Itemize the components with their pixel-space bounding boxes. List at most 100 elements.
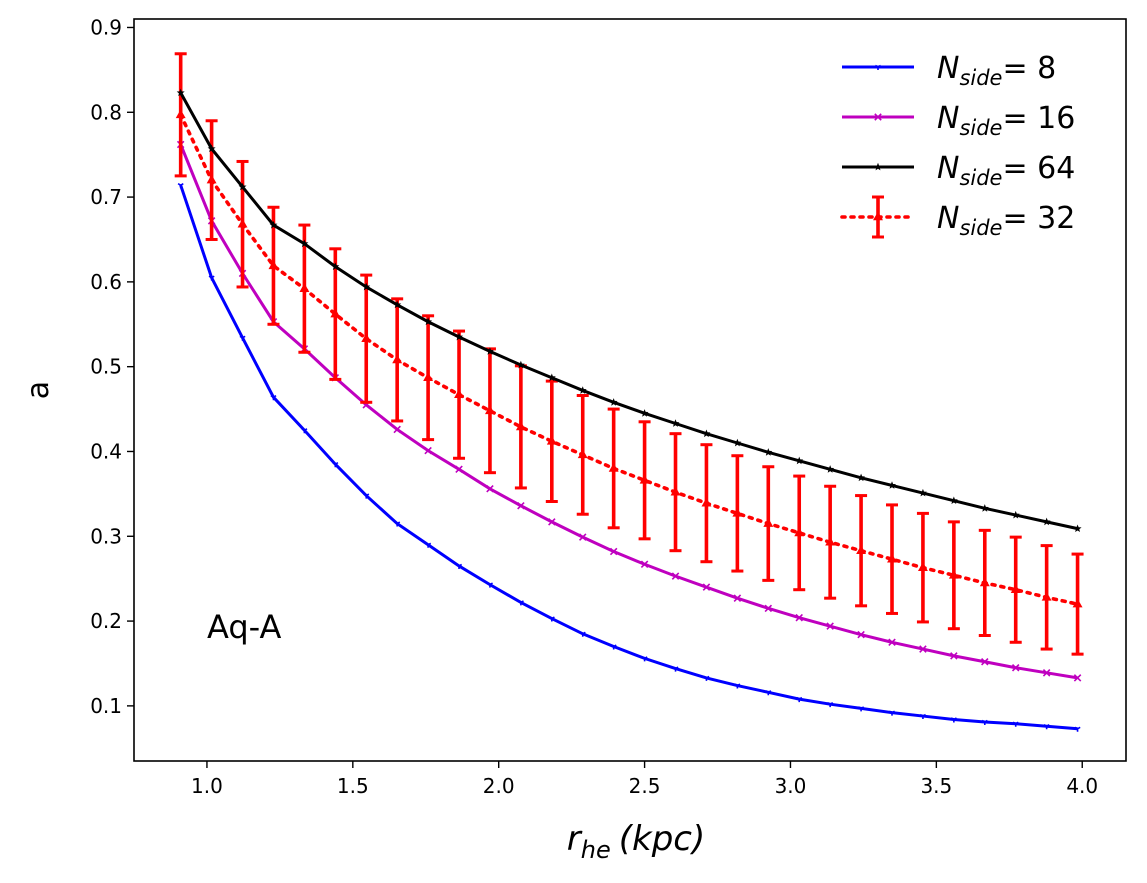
data-point bbox=[1042, 669, 1051, 677]
data-point bbox=[826, 465, 835, 473]
data-point bbox=[424, 446, 432, 455]
series-line bbox=[178, 113, 1080, 606]
data-point bbox=[979, 577, 990, 587]
data-point bbox=[825, 536, 836, 546]
data-point bbox=[1011, 663, 1020, 672]
data-point bbox=[981, 658, 989, 666]
legend-marker bbox=[873, 211, 883, 221]
data-point bbox=[300, 239, 309, 248]
data-point bbox=[485, 405, 495, 415]
x-axis-label-unit: (kpc) bbox=[619, 819, 706, 859]
data-point bbox=[950, 717, 957, 723]
data-point bbox=[331, 262, 340, 271]
data-point bbox=[733, 594, 742, 602]
data-point bbox=[1073, 524, 1082, 533]
data-point bbox=[1073, 674, 1082, 682]
data-point bbox=[702, 583, 711, 591]
y-axis-label: a bbox=[21, 381, 56, 399]
legend-label: Nside= 8 bbox=[937, 51, 1056, 90]
annotation-aq-a: Aq-A bbox=[207, 608, 281, 646]
data-point bbox=[608, 462, 619, 472]
data-point bbox=[672, 666, 679, 672]
data-point bbox=[610, 644, 617, 650]
y-tick-label: 0.3 bbox=[90, 524, 122, 548]
data-point bbox=[980, 504, 989, 512]
data-point bbox=[547, 373, 556, 382]
data-point bbox=[764, 448, 773, 456]
data-point bbox=[732, 507, 743, 517]
data-point bbox=[640, 409, 649, 417]
data-point bbox=[206, 174, 217, 184]
data-point bbox=[671, 572, 680, 580]
data-point bbox=[981, 719, 988, 725]
data-point bbox=[177, 183, 184, 189]
data-point bbox=[548, 616, 555, 622]
data-point bbox=[764, 604, 773, 613]
legend-label: Nside= 64 bbox=[937, 151, 1075, 190]
data-point bbox=[332, 462, 339, 468]
data-point bbox=[1042, 517, 1051, 526]
x-axis-ticks: 1.0 1.5 2.0 2.5 3.0 3.5 4.0 bbox=[191, 761, 1098, 798]
data-point bbox=[330, 308, 341, 318]
data-point bbox=[1074, 726, 1081, 732]
data-point bbox=[763, 518, 774, 527]
data-point bbox=[456, 563, 463, 569]
data-point bbox=[392, 354, 403, 364]
y-tick-label: 0.9 bbox=[90, 15, 122, 39]
legend-marker bbox=[874, 162, 882, 171]
data-point bbox=[795, 613, 803, 622]
data-point bbox=[1072, 598, 1083, 608]
x-axis-label-subscript: he bbox=[581, 836, 611, 864]
data-point bbox=[827, 701, 834, 708]
legend-label: Nside= 32 bbox=[937, 201, 1075, 240]
data-point bbox=[888, 638, 896, 647]
data-point bbox=[701, 497, 712, 507]
x-tick-label: 1.5 bbox=[337, 774, 369, 798]
y-tick-label: 0.4 bbox=[90, 439, 122, 463]
y-axis-ticks: 0.1 0.2 0.3 0.4 0.5 0.6 0.7 0.8 0.9 bbox=[90, 15, 134, 718]
data-point bbox=[207, 144, 216, 153]
data-point bbox=[1011, 510, 1020, 519]
data-point bbox=[455, 332, 464, 341]
data-point bbox=[423, 372, 434, 382]
data-point bbox=[918, 488, 927, 497]
data-point bbox=[577, 449, 588, 459]
x-axis-label: rhe (kpc) bbox=[567, 819, 705, 864]
data-point bbox=[888, 481, 896, 489]
data-point bbox=[485, 347, 494, 355]
data-point bbox=[546, 435, 557, 445]
series-nside-64 bbox=[176, 88, 1082, 533]
data-point bbox=[796, 696, 803, 703]
data-point bbox=[361, 333, 372, 342]
data-point bbox=[301, 428, 308, 434]
data-point bbox=[919, 713, 926, 720]
data-point bbox=[517, 600, 524, 606]
data-point bbox=[857, 473, 866, 482]
series-nside-8 bbox=[177, 183, 1081, 732]
data-point bbox=[858, 706, 865, 712]
data-point bbox=[424, 317, 433, 326]
data-point bbox=[238, 182, 247, 191]
data-point bbox=[516, 360, 525, 369]
data-point bbox=[548, 518, 556, 526]
x-tick-label: 2.0 bbox=[483, 774, 515, 798]
data-point bbox=[919, 645, 927, 653]
series-layer bbox=[174, 52, 1084, 732]
series-line bbox=[179, 143, 1078, 680]
data-point bbox=[641, 656, 648, 662]
data-point bbox=[702, 429, 711, 438]
y-tick-label: 0.5 bbox=[90, 355, 122, 379]
data-point bbox=[486, 485, 494, 493]
x-axis-label-main: r bbox=[567, 819, 583, 859]
data-point bbox=[795, 456, 804, 465]
legend-item: Nside= 16 bbox=[842, 101, 1075, 140]
data-point bbox=[1010, 584, 1021, 594]
y-tick-label: 0.7 bbox=[90, 185, 122, 209]
legend-item: Nside= 8 bbox=[842, 51, 1056, 90]
data-point bbox=[425, 542, 432, 548]
y-tick-label: 0.2 bbox=[90, 609, 122, 633]
x-tick-label: 3.5 bbox=[920, 774, 952, 798]
series-line bbox=[179, 184, 1078, 731]
data-point bbox=[609, 398, 618, 406]
data-point bbox=[270, 395, 277, 401]
